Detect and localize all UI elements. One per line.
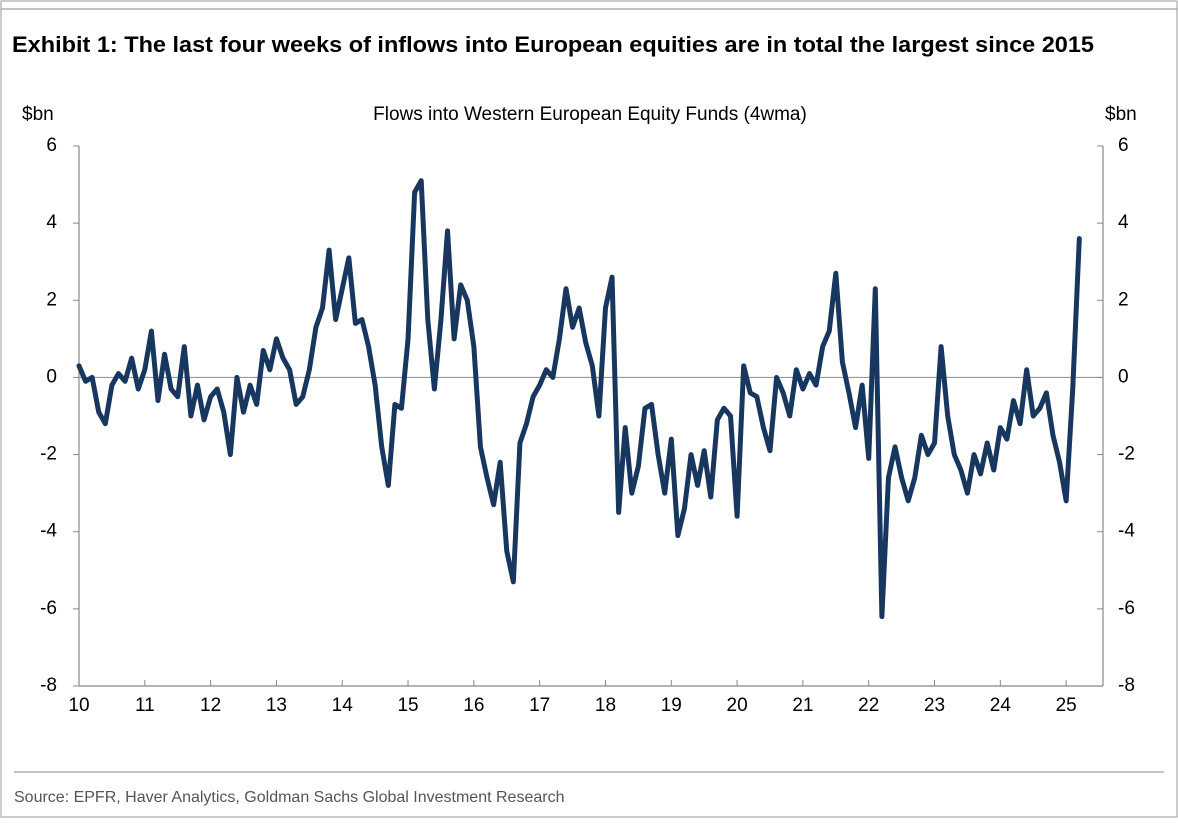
x-tick-label: 11 xyxy=(135,695,155,716)
y-tick-label: 6 xyxy=(46,135,57,156)
x-tick-label: 17 xyxy=(529,695,550,716)
x-tick-label: 13 xyxy=(266,695,287,716)
y-tick-label: 0 xyxy=(46,366,57,387)
y2-tick-label: -6 xyxy=(1118,598,1135,619)
y-tick-label: 2 xyxy=(46,289,57,310)
x-tick-label: 19 xyxy=(661,695,682,716)
x-tick-label: 25 xyxy=(1056,695,1077,716)
y2-tick-label: 6 xyxy=(1118,135,1129,156)
y-axis-label: $bn xyxy=(22,104,54,125)
y-tick-label: -8 xyxy=(40,675,57,696)
y2-tick-label: 4 xyxy=(1118,212,1129,233)
x-tick-label: 16 xyxy=(463,695,484,716)
x-tick-label: 18 xyxy=(595,695,616,716)
x-tick-label: 14 xyxy=(332,695,354,716)
x-tick-label: 20 xyxy=(727,695,748,716)
y-tick-label: -2 xyxy=(40,444,57,465)
y2-tick-label: -8 xyxy=(1118,675,1135,696)
x-tick-label: 21 xyxy=(792,695,813,716)
x-tick-label: 23 xyxy=(924,695,945,716)
chart-title: Flows into Western European Equity Funds… xyxy=(373,104,807,125)
y2-tick-label: -4 xyxy=(1118,521,1135,542)
y-tick-label: -4 xyxy=(40,521,57,542)
data-line xyxy=(76,178,1082,620)
y2-tick-label: 2 xyxy=(1118,289,1129,310)
source: Source: EPFR, Haver Analytics, Goldman S… xyxy=(14,789,564,806)
x-tick-label: 22 xyxy=(858,695,879,716)
y2-tick-label: 0 xyxy=(1118,366,1129,387)
x-tick-label: 10 xyxy=(68,695,89,716)
x-tick-label: 24 xyxy=(990,695,1012,716)
exhibit-title: Exhibit 1: The last four weeks of inflow… xyxy=(12,32,1094,57)
y-tick-label: -6 xyxy=(40,598,57,619)
y-tick-label: 4 xyxy=(46,212,57,233)
y2-tick-label: -2 xyxy=(1118,444,1135,465)
x-tick-label: 12 xyxy=(200,695,221,716)
y2-axis-label: $bn xyxy=(1105,104,1137,125)
x-tick-label: 15 xyxy=(397,695,418,716)
